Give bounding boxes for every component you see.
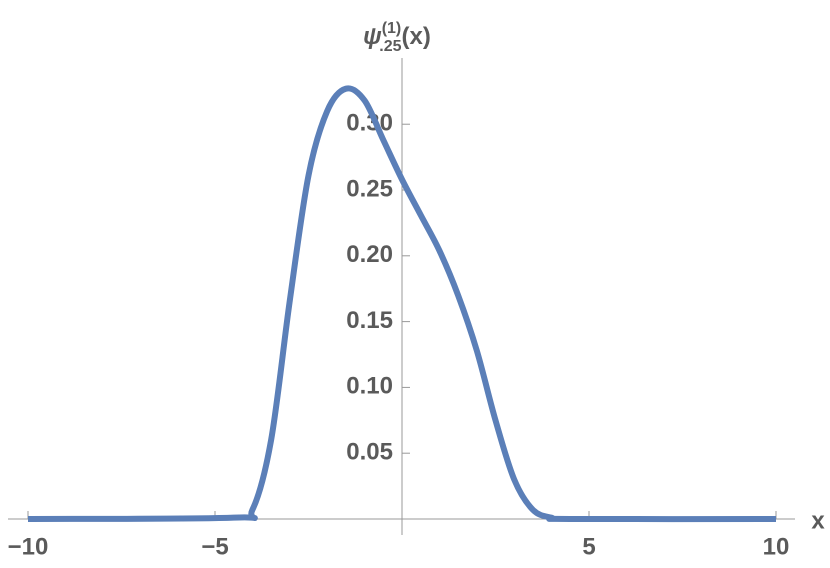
y-tick-label: 0.20	[346, 241, 393, 268]
x-tick-label: −5	[201, 533, 228, 560]
y-tick-label: 0.25	[346, 175, 393, 202]
y-tick-label: 0.15	[346, 307, 393, 334]
y-label-symbol: ψ	[363, 23, 382, 50]
y-tick-label: 0.05	[346, 439, 393, 466]
x-tick-label: 10	[763, 533, 790, 560]
x-tick-label: −10	[8, 533, 49, 560]
x-axis-label: x	[811, 507, 825, 534]
y-axis-label: ψ(1) .25(x)	[363, 20, 431, 55]
y-tick-label: 0.10	[346, 373, 393, 400]
y-label-subscript: .25	[379, 38, 401, 55]
x-tick-label: 5	[582, 533, 595, 560]
y-label-argument: (x)	[402, 23, 431, 50]
y-label-superscript: (1)	[382, 20, 402, 37]
line	[27, 85, 777, 523]
